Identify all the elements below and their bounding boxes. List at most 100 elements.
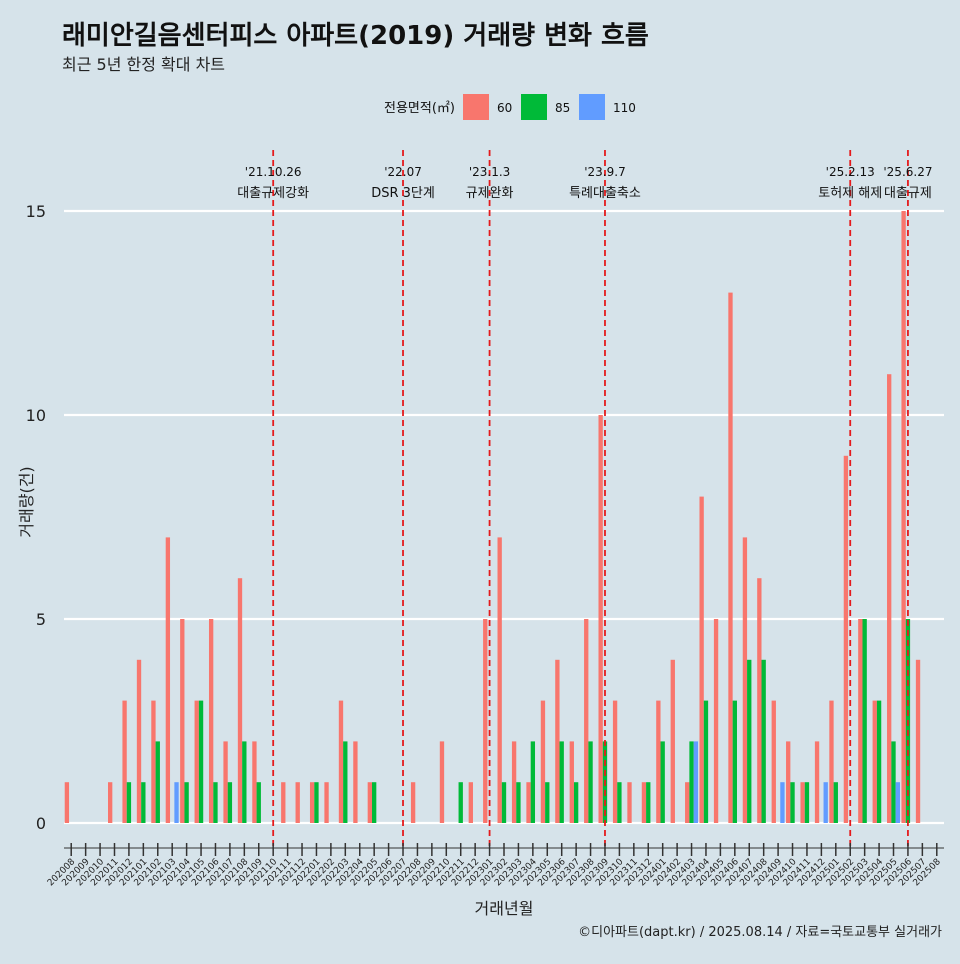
bar-85-202104 [184, 782, 189, 823]
annotation-date: '21.10.26 [245, 165, 302, 179]
annotation-label: 규제완화 [466, 186, 514, 201]
bar-60-202309 [598, 415, 603, 823]
legend-label: 85 [555, 101, 570, 115]
bar-85-202408 [761, 659, 766, 823]
bar-60-202504 [872, 700, 877, 823]
bar-60-202312 [641, 782, 647, 823]
bar-60-202310 [612, 700, 618, 823]
bar-60-202402 [670, 659, 675, 823]
bar-60-202301 [483, 619, 488, 823]
bar-85-202404 [703, 700, 709, 823]
bar-60-202205 [367, 782, 372, 823]
bar-60-202306 [555, 659, 560, 823]
bar-60-202410 [786, 741, 791, 823]
bar-110-202505 [895, 782, 900, 823]
bar-60-202502 [843, 455, 849, 823]
bar-85-202407 [747, 659, 752, 823]
bar-85-202411 [804, 782, 810, 823]
chart-subtitle: 최근 5년 한정 확대 차트 [62, 55, 225, 74]
bar-85-202101 [141, 782, 146, 823]
bar-60-202106 [208, 619, 214, 823]
bar-60-202112 [295, 782, 300, 823]
annotation-label: 대출규제강화 [237, 186, 309, 201]
bar-85-202403 [689, 741, 694, 823]
bar-60-202408 [757, 578, 762, 823]
bar-85-202304 [530, 741, 536, 823]
bar-60-202412 [814, 741, 820, 823]
bar-60-202111 [281, 782, 286, 823]
bar-60-202201 [309, 782, 315, 823]
bar-60-202103 [165, 537, 171, 823]
bar-85-202307 [573, 782, 579, 823]
bar-60-202401 [656, 700, 661, 823]
legend-swatch-110 [579, 94, 605, 120]
bar-60-202307 [569, 741, 574, 823]
bar-60-202011 [108, 782, 113, 823]
bar-60-202409 [771, 700, 776, 823]
bar-85-202501 [833, 782, 838, 823]
annotations: '21.10.26 대출규제강화 '22.07 DSR 3단계 '23.1.3 규제완화 '… [237, 150, 932, 848]
bar-85-202505 [891, 741, 896, 823]
annotation-date: '25.2.13 [826, 165, 875, 179]
legend-title: 전용면적(㎡) [384, 101, 455, 116]
bar-60-202212 [468, 782, 473, 823]
bar-85-202305 [545, 782, 550, 823]
annotation-date: '23.1.3 [469, 165, 510, 179]
bar-85-202303 [516, 782, 521, 823]
bar-85-202401 [660, 741, 665, 823]
bar-85-202308 [588, 741, 593, 823]
bar-85-202410 [790, 782, 795, 823]
bar-110-202103 [174, 782, 179, 823]
bar-60-202503 [858, 619, 863, 823]
bar-85-202105 [198, 700, 204, 823]
bar-60-202107 [223, 741, 228, 823]
bar-60-202308 [584, 619, 589, 823]
x-axis-label: 거래년월 [475, 899, 534, 918]
bar-110-202412 [823, 782, 828, 823]
bar-60-202406 [728, 292, 733, 824]
bars [64, 211, 921, 824]
annotation-label: 특례대출축소 [569, 186, 641, 201]
bar-60-202105 [194, 700, 199, 823]
bar-60-202202 [324, 782, 329, 823]
bar-60-202208 [410, 782, 416, 823]
bar-60-202204 [353, 741, 358, 823]
y-tick-label: 0 [36, 814, 46, 833]
bar-60-202302 [497, 537, 502, 823]
bar-85-202310 [617, 782, 622, 823]
annotation-label: DSR 3단계 [371, 186, 435, 201]
legend-swatch-85 [521, 94, 547, 120]
annotation-date: '25.6.27 [883, 165, 932, 179]
bar-85-202211 [458, 782, 463, 823]
bar-60-202104 [180, 619, 185, 823]
bar-60-202411 [800, 782, 805, 823]
bar-85-202312 [646, 782, 651, 823]
axes: 2020082020092020102020112020122021012021… [46, 843, 944, 888]
y-tick-label: 5 [36, 610, 46, 629]
bar-60-202304 [526, 782, 531, 823]
y-axis-label: 거래량(건) [17, 466, 36, 537]
bar-60-202404 [699, 496, 704, 823]
bar-60-202407 [742, 537, 748, 823]
bar-60-202109 [252, 741, 257, 823]
bar-85-202107 [227, 782, 233, 823]
bar-60-202008 [64, 782, 70, 823]
bar-60-202305 [540, 700, 546, 823]
bar-60-202403 [685, 782, 690, 823]
bar-85-202406 [732, 700, 737, 823]
legend: 60 85 110 [463, 94, 636, 120]
legend-label: 110 [613, 101, 636, 115]
bar-85-202203 [343, 741, 348, 823]
annotation-date: '23.9.7 [584, 165, 625, 179]
bar-60-202311 [627, 782, 632, 823]
bar-85-202102 [155, 741, 160, 823]
bar-60-202102 [151, 700, 156, 823]
annotation-label: 대출규제 [884, 186, 932, 201]
bar-85-202109 [256, 782, 261, 823]
bar-60-202303 [511, 741, 517, 823]
bar-85-202503 [862, 619, 867, 823]
y-tick-label: 15 [26, 202, 46, 221]
